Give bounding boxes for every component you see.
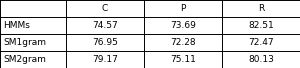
Text: R: R (258, 4, 264, 13)
Text: C: C (102, 4, 108, 13)
Text: SM2gram: SM2gram (3, 55, 46, 64)
Text: HMMs: HMMs (3, 21, 30, 30)
Text: 72.28: 72.28 (170, 38, 196, 47)
Text: 80.13: 80.13 (248, 55, 274, 64)
Text: 82.51: 82.51 (248, 21, 274, 30)
Text: P: P (180, 4, 186, 13)
Text: 75.11: 75.11 (170, 55, 196, 64)
Text: 72.47: 72.47 (248, 38, 274, 47)
Text: 76.95: 76.95 (92, 38, 118, 47)
Text: 74.57: 74.57 (92, 21, 118, 30)
Text: 73.69: 73.69 (170, 21, 196, 30)
Text: SM1gram: SM1gram (3, 38, 46, 47)
Text: 79.17: 79.17 (92, 55, 118, 64)
